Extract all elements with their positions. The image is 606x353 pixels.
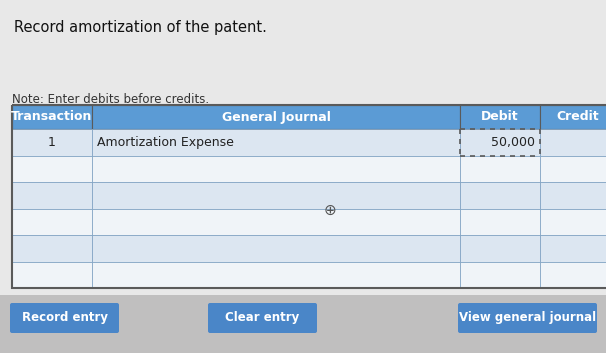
Bar [540, 156, 606, 182]
Bar [92, 182, 460, 209]
Bar [92, 209, 460, 235]
Text: Credit: Credit [556, 110, 599, 124]
Bar [460, 235, 540, 262]
Text: 1: 1 [48, 136, 56, 149]
Bar [92, 156, 460, 182]
Bar [92, 262, 460, 288]
FancyBboxPatch shape [10, 303, 119, 333]
Bar [460, 129, 540, 156]
Bar [460, 105, 540, 129]
Bar [540, 182, 606, 209]
Bar [540, 105, 606, 129]
FancyBboxPatch shape [458, 303, 597, 333]
Bar [540, 129, 606, 156]
Text: Transaction: Transaction [12, 110, 93, 124]
Text: Record amortization of the patent.: Record amortization of the patent. [14, 20, 267, 35]
Text: Clear entry: Clear entry [225, 311, 299, 324]
Bar [92, 105, 460, 129]
Bar [460, 156, 540, 182]
Bar [12, 105, 92, 129]
Bar [540, 235, 606, 262]
Text: View general journal: View general journal [459, 311, 596, 324]
Bar [460, 182, 540, 209]
Bar [12, 129, 92, 156]
Text: General Journal: General Journal [222, 110, 330, 124]
Bar [12, 209, 92, 235]
FancyBboxPatch shape [0, 0, 606, 295]
Text: Note: Enter debits before credits.: Note: Enter debits before credits. [12, 93, 209, 106]
Bar [12, 156, 92, 182]
Bar [12, 182, 92, 209]
Bar [460, 262, 540, 288]
FancyBboxPatch shape [208, 303, 317, 333]
Bar [12, 105, 606, 288]
Text: Debit: Debit [481, 110, 519, 124]
Bar [92, 129, 460, 156]
Text: ⊕: ⊕ [324, 203, 336, 217]
Bar [12, 262, 92, 288]
Bar [12, 235, 92, 262]
Text: Record entry: Record entry [21, 311, 107, 324]
Text: Amortization Expense: Amortization Expense [97, 136, 234, 149]
Text: 50,000: 50,000 [491, 136, 535, 149]
Bar [540, 209, 606, 235]
Bar [460, 209, 540, 235]
Bar [540, 262, 606, 288]
Bar [92, 235, 460, 262]
